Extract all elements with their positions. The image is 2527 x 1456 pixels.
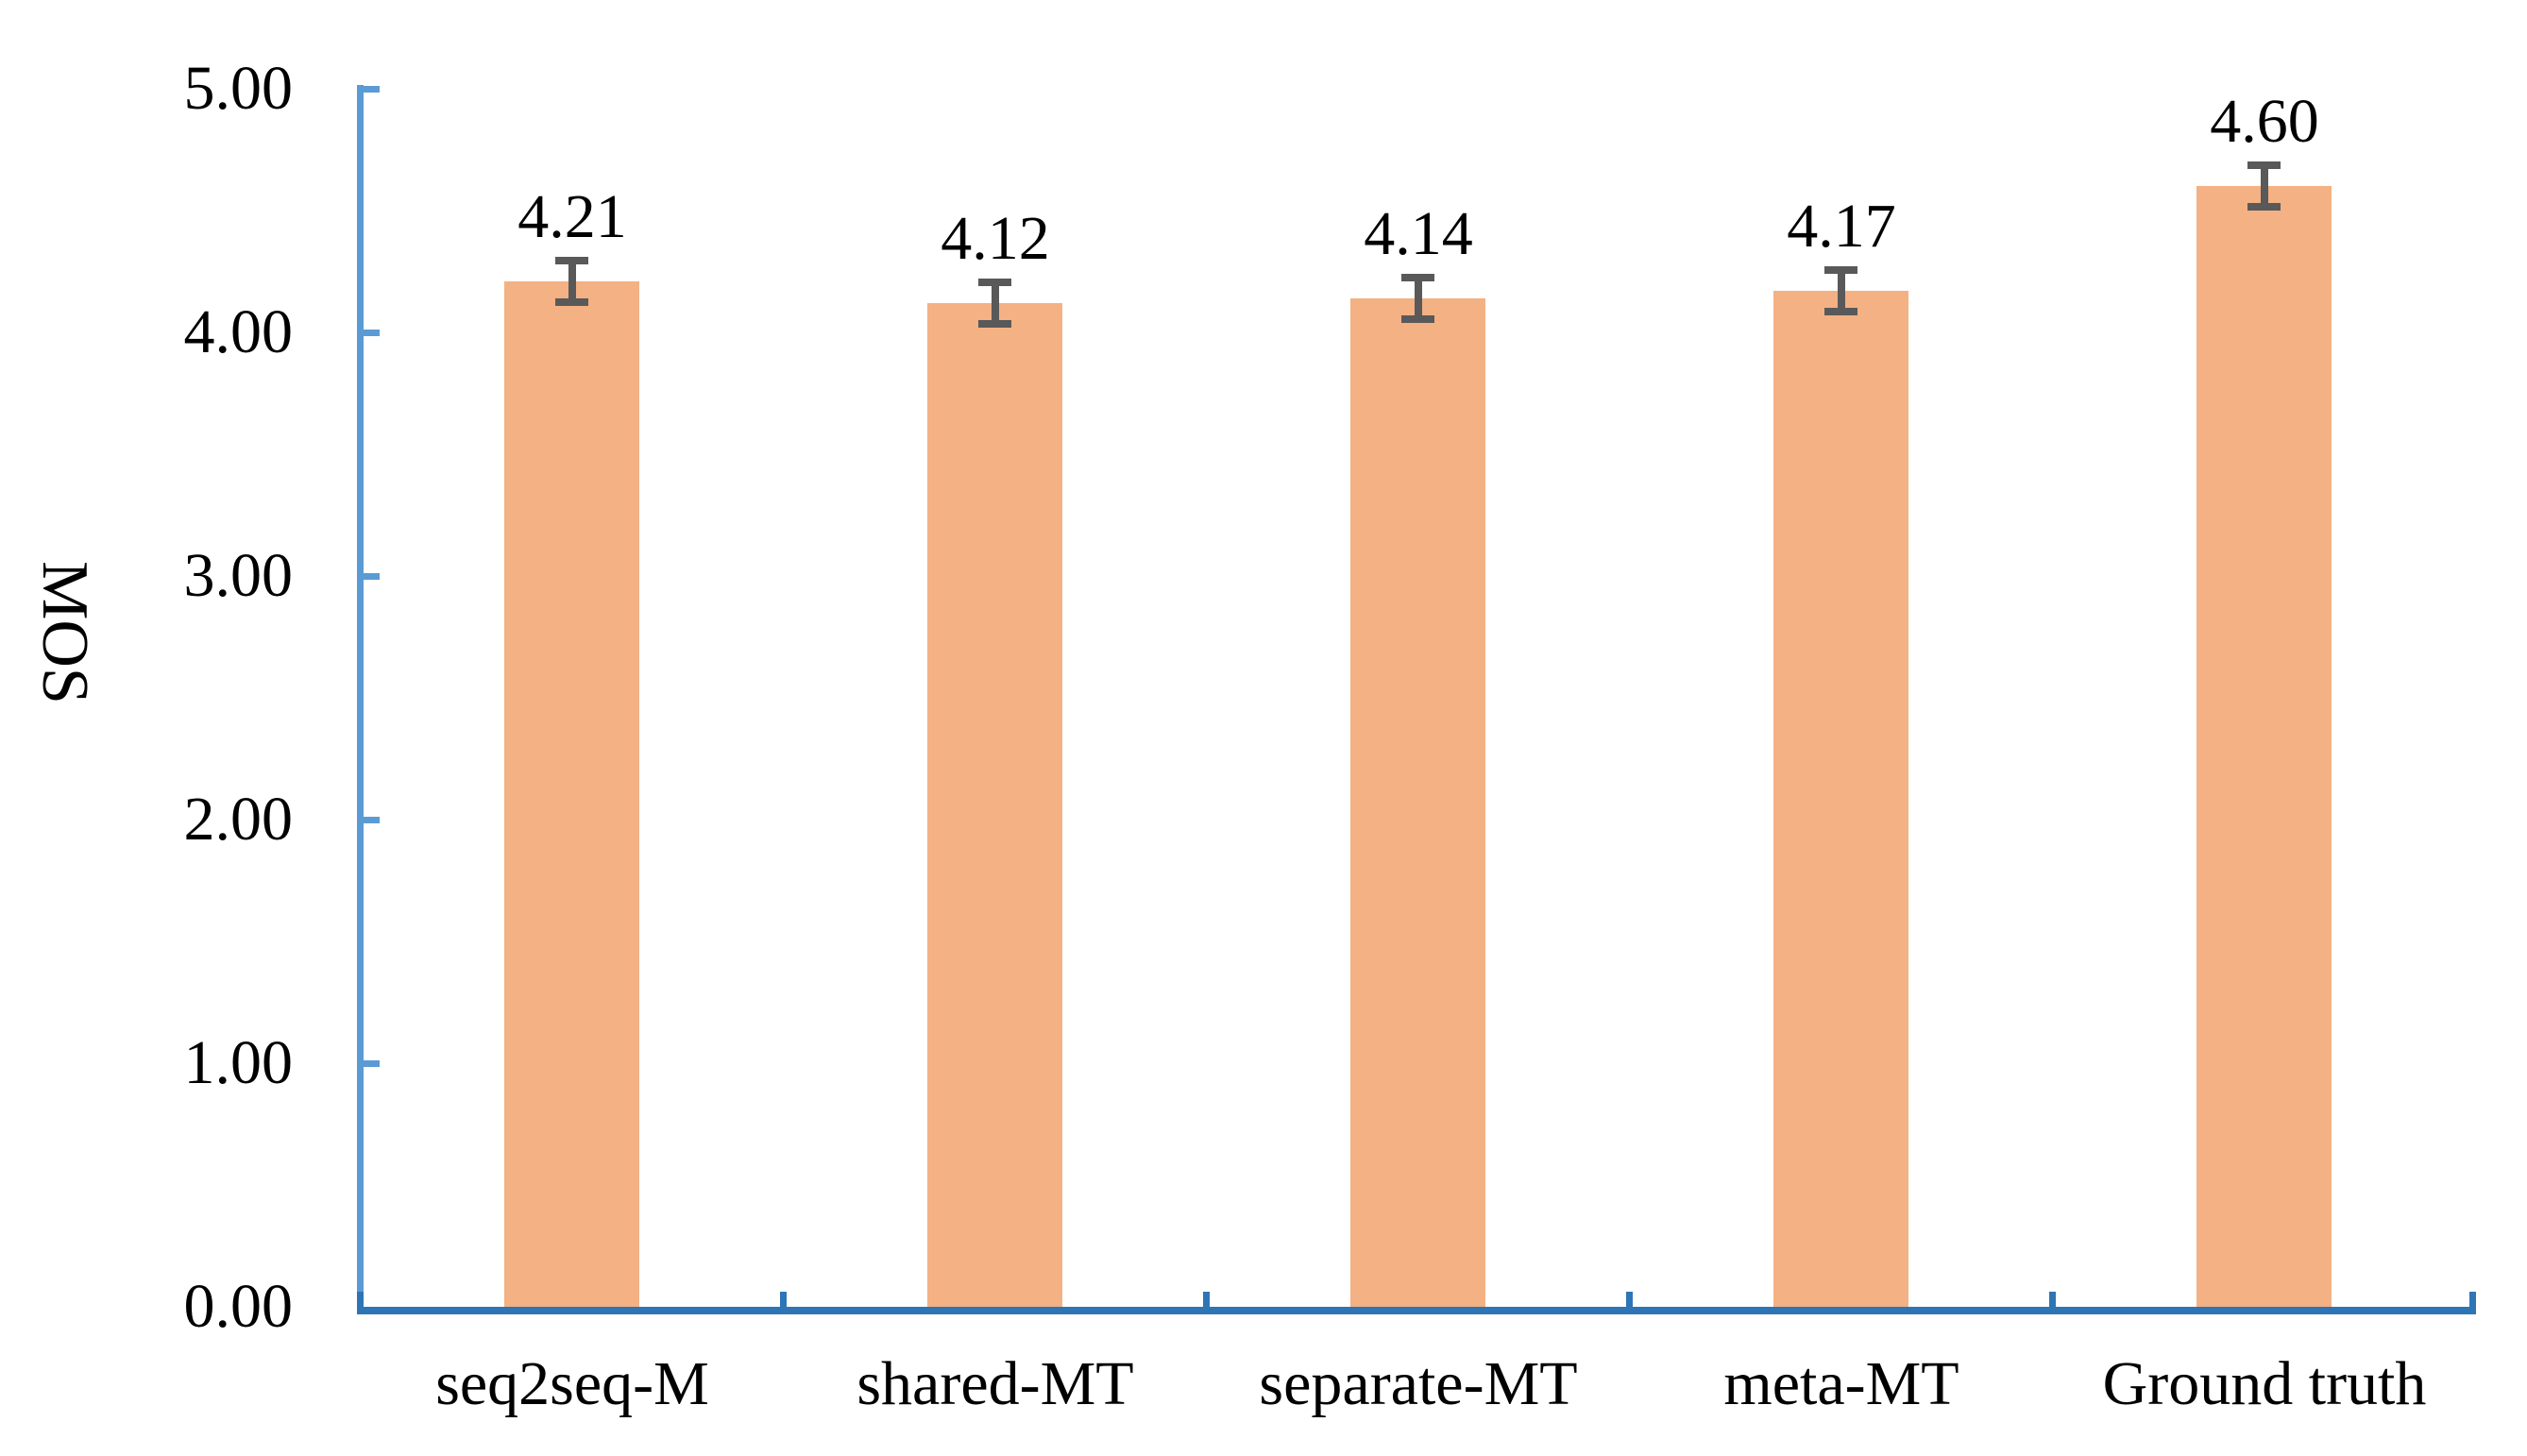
x-axis-major-tick xyxy=(780,1292,787,1307)
error-bar-stem xyxy=(1415,274,1422,323)
x-category-label: separate-MT xyxy=(1259,1349,1578,1418)
error-bar-cap-top xyxy=(978,279,1011,286)
bar-value-label: 4.12 xyxy=(941,204,1050,273)
error-bar-cap-top xyxy=(2247,161,2281,169)
y-tick-label: 4.00 xyxy=(183,297,294,366)
bar-value-label: 4.21 xyxy=(517,182,627,251)
error-bar-stem xyxy=(992,279,999,328)
x-axis-line xyxy=(357,1307,2476,1314)
y-tick-label: 5.00 xyxy=(183,54,294,123)
y-axis-major-tick xyxy=(364,1060,380,1067)
y-axis-major-tick xyxy=(364,817,380,823)
bar-value-label: 4.60 xyxy=(2210,87,2319,156)
x-category-label: shared-MT xyxy=(856,1349,1134,1418)
y-tick-label: 2.00 xyxy=(183,785,294,854)
y-axis-major-tick xyxy=(364,573,380,580)
x-category-label: meta-MT xyxy=(1723,1349,1959,1418)
error-bar-cap-bottom xyxy=(1401,315,1434,323)
bar xyxy=(504,281,639,1307)
y-axis-line xyxy=(357,85,364,1307)
x-axis-major-tick xyxy=(1626,1292,1633,1307)
bar-value-label: 4.17 xyxy=(1787,192,1896,261)
error-bar-cap-top xyxy=(555,257,588,264)
x-category-label: Ground truth xyxy=(2102,1349,2427,1418)
error-bar-cap-bottom xyxy=(1824,308,1857,315)
y-tick-label: 0.00 xyxy=(183,1272,294,1341)
y-tick-label: 1.00 xyxy=(183,1028,294,1097)
y-axis-major-tick xyxy=(364,330,380,336)
error-bar-stem xyxy=(1838,266,1845,315)
bar xyxy=(2196,186,2332,1307)
bar xyxy=(927,303,1062,1307)
error-bar-cap-bottom xyxy=(978,320,1011,328)
bar-value-label: 4.14 xyxy=(1364,199,1473,268)
error-bar-cap-bottom xyxy=(555,298,588,306)
error-bar-stem xyxy=(568,257,576,306)
x-axis-major-tick xyxy=(2049,1292,2056,1307)
error-bar-stem xyxy=(2261,161,2268,211)
y-axis-major-tick xyxy=(364,86,380,93)
error-bar-cap-top xyxy=(1824,266,1857,274)
x-axis-major-tick xyxy=(2469,1292,2476,1307)
x-axis-major-tick xyxy=(357,1292,364,1307)
x-axis-major-tick xyxy=(1203,1292,1210,1307)
error-bar-cap-bottom xyxy=(2247,203,2281,211)
bar xyxy=(1773,291,1908,1307)
x-category-label: seq2seq-M xyxy=(435,1349,709,1418)
y-tick-label: 3.00 xyxy=(183,541,294,610)
error-bar-cap-top xyxy=(1401,274,1434,281)
bar xyxy=(1350,298,1485,1307)
